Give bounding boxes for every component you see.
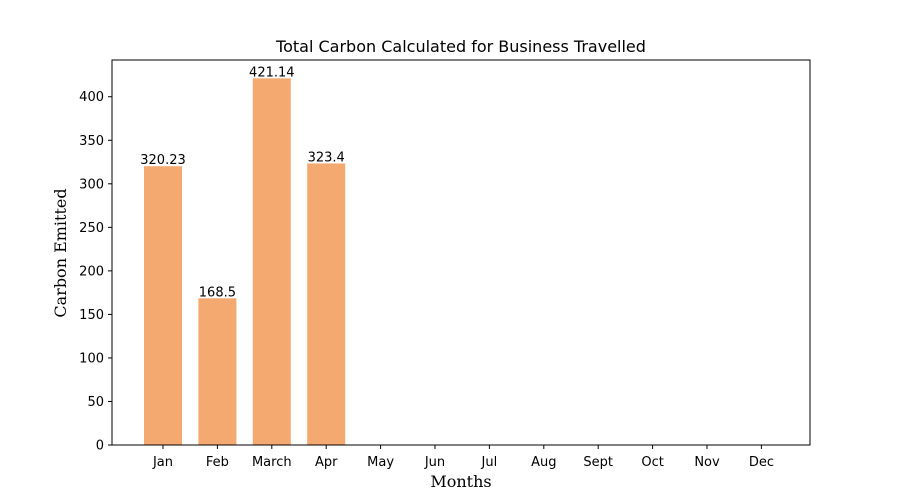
- x-tick-label-jul: Jul: [481, 455, 498, 470]
- y-tick-label-350: 350: [79, 134, 104, 149]
- y-tick-label-50: 50: [87, 395, 104, 410]
- x-tick-label-jun: Jun: [424, 455, 445, 470]
- chart-title: Total Carbon Calculated for Business Tra…: [275, 37, 646, 56]
- x-tick-label-aug: Aug: [531, 455, 556, 470]
- x-tick-label-jan: Jan: [152, 455, 173, 470]
- y-axis: 0 50 100 150 200 250 300 350 400: [79, 90, 112, 454]
- y-axis-label: Carbon Emitted: [51, 188, 70, 317]
- x-tick-label-oct: Oct: [641, 455, 663, 470]
- bars-layer: [144, 78, 346, 446]
- data-label-jan: 320.23: [140, 153, 186, 168]
- plot-frame: [111, 59, 811, 446]
- y-tick-label-200: 200: [79, 264, 104, 279]
- y-tick-label-100: 100: [79, 351, 104, 366]
- x-tick-label-feb: Feb: [206, 455, 229, 470]
- y-tick-label-0: 0: [96, 439, 104, 454]
- bar-jan: [144, 166, 182, 445]
- y-tick-label-150: 150: [79, 308, 104, 323]
- x-axis: Jan Feb March Apr May Jun Jul Aug Sept Oct Nov Dec: [152, 445, 774, 470]
- x-tick-label-apr: Apr: [315, 455, 338, 470]
- y-tick-label-250: 250: [79, 221, 104, 236]
- data-label-apr: 323.4: [308, 150, 345, 165]
- bar-march: [252, 78, 291, 446]
- x-axis-label: Months: [430, 472, 491, 491]
- data-label-march: 421.14: [249, 65, 295, 80]
- x-tick-label-may: May: [367, 455, 394, 470]
- y-tick-label-400: 400: [79, 90, 104, 105]
- data-label-feb: 168.5: [199, 285, 236, 300]
- x-tick-label-nov: Nov: [694, 455, 720, 470]
- bar-feb: [198, 298, 237, 445]
- y-tick-label-300: 300: [79, 177, 104, 192]
- data-labels-layer: 320.23 168.5 421.14 323.4: [140, 65, 345, 300]
- x-tick-label-sept: Sept: [583, 455, 613, 470]
- x-tick-label-dec: Dec: [749, 455, 774, 470]
- bar-apr: [307, 163, 346, 445]
- x-tick-label-march: March: [252, 455, 292, 470]
